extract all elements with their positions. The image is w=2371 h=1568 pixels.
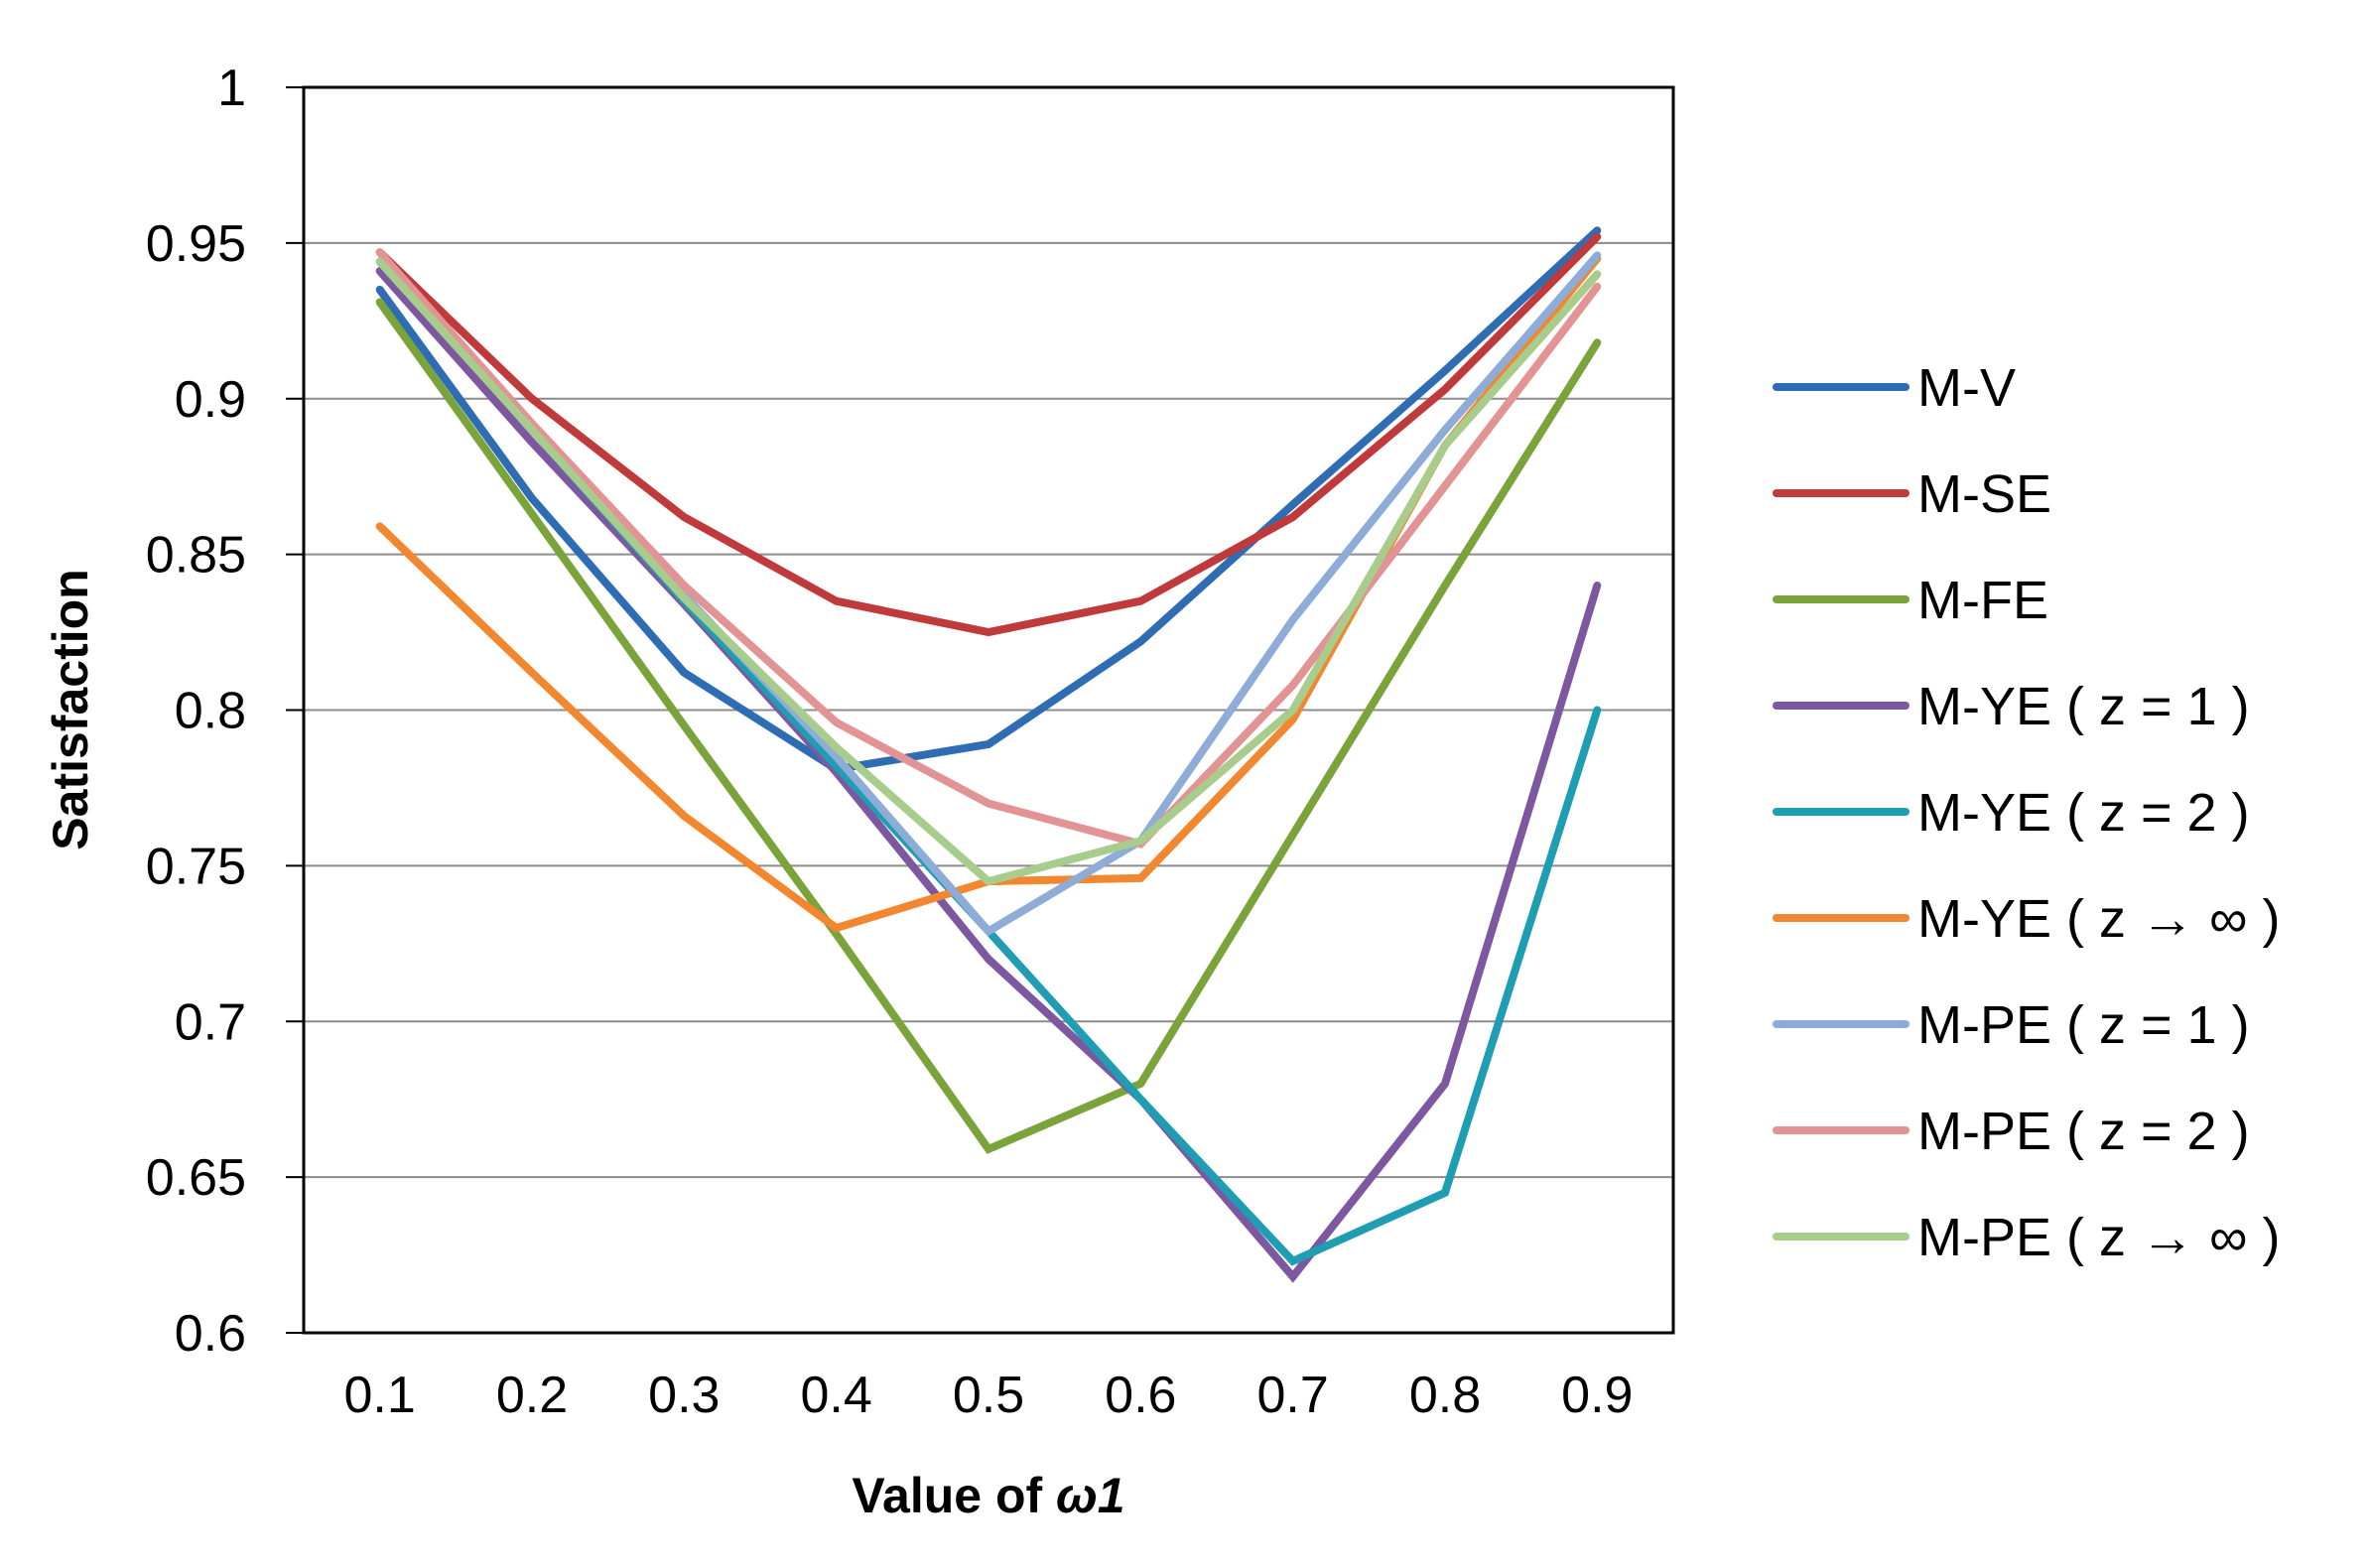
series-m-fe	[375, 298, 1602, 1154]
y-tick-label: 0.75	[146, 838, 246, 895]
legend-item: M-PE ( z = 1 )	[1773, 995, 2250, 1055]
legend-item: M-YE ( z = 2 )	[1773, 783, 2250, 843]
gridlines	[304, 241, 1673, 1179]
series-lines	[375, 226, 1602, 1283]
x-axis-label: Value of ω1	[852, 1468, 1124, 1523]
series-m-se	[375, 232, 1602, 637]
y-tick-label: 0.85	[146, 527, 246, 585]
y-tick-label: 0.8	[175, 683, 246, 740]
y-axis-ticks: 0.6 0.65 0.7 0.75 0.8 0.85 0.9 0.95 1	[146, 60, 304, 1363]
series-line	[375, 257, 1602, 886]
legend-item: M-YE ( z = 1 )	[1773, 677, 2250, 736]
legend-item: M-FE	[1773, 571, 2048, 630]
series-line	[375, 232, 1602, 637]
legend-label: M-YE ( z = 2 )	[1917, 783, 2250, 843]
legend-label: M-PE ( z = 2 )	[1917, 1102, 2250, 1161]
y-tick-label: 0.9	[175, 371, 246, 429]
series-m-ye-z	[375, 254, 1602, 933]
y-tick-label: 0.6	[175, 1305, 246, 1363]
legend-item: M-YE ( z → ∞ )	[1773, 889, 2280, 949]
legend-label: M-PE ( z = 1 )	[1917, 995, 2250, 1055]
series-m-pe-z-2	[375, 248, 1602, 849]
y-axis-label: Satisfaction	[43, 569, 98, 849]
x-tick-label: 0.1	[344, 1367, 416, 1424]
x-tick-label: 0.7	[1257, 1367, 1329, 1424]
x-tick-label: 0.4	[801, 1367, 872, 1424]
legend-label: M-YE ( z = 1 )	[1917, 677, 2250, 736]
series-m-pe-z	[375, 257, 1602, 886]
x-tick-label: 0.5	[953, 1367, 1024, 1424]
x-tick-label: 0.8	[1409, 1367, 1481, 1424]
x-tick-label: 0.9	[1561, 1367, 1633, 1424]
legend: M-V M-SE M-FE M-YE ( z = 1 ) M-YE ( z = 2 ) M…	[1773, 358, 2280, 1267]
y-tick-label: 1	[217, 60, 246, 117]
legend-label: M-PE ( z → ∞ )	[1917, 1208, 2280, 1267]
x-axis-label-prefix: Value of	[852, 1468, 1056, 1523]
y-tick-label: 0.65	[146, 1149, 246, 1207]
legend-label: M-YE ( z → ∞ )	[1917, 889, 2280, 949]
legend-item: M-PE ( z → ∞ )	[1773, 1208, 2280, 1267]
x-axis-label-symbol: ω1	[1056, 1468, 1125, 1523]
series-line	[375, 251, 1602, 937]
x-tick-label: 0.2	[496, 1367, 568, 1424]
y-tick-label: 0.95	[146, 215, 246, 273]
legend-item: M-SE	[1773, 464, 2051, 524]
x-tick-label: 0.6	[1105, 1367, 1176, 1424]
x-axis-ticks: 0.1 0.2 0.3 0.4 0.5 0.6 0.7 0.8 0.9	[344, 1367, 1634, 1424]
series-line	[375, 248, 1602, 849]
x-tick-label: 0.3	[648, 1367, 720, 1424]
legend-item: M-PE ( z = 2 )	[1773, 1102, 2250, 1161]
legend-label: M-SE	[1917, 464, 2051, 524]
y-tick-label: 0.7	[175, 993, 246, 1051]
legend-label: M-FE	[1917, 571, 2048, 630]
legend-item: M-V	[1773, 358, 2016, 418]
legend-label: M-V	[1917, 358, 2016, 418]
series-line	[375, 254, 1602, 933]
series-m-pe-z-1	[375, 251, 1602, 937]
plot-area-border	[302, 85, 1675, 1335]
